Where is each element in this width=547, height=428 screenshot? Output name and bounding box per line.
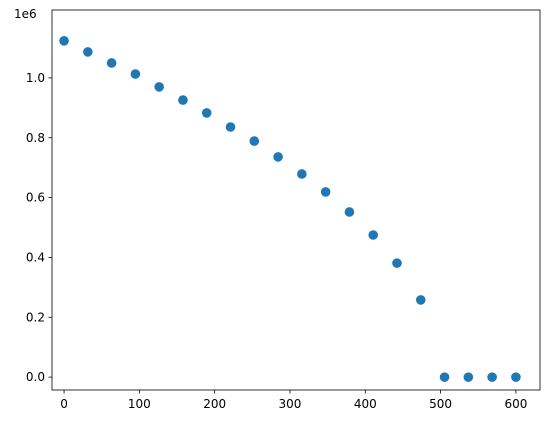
point <box>297 169 307 179</box>
x-tick-label: 0 <box>60 397 68 411</box>
point <box>83 47 93 57</box>
y-tick-label: 0.2 <box>26 310 45 324</box>
x-tick-label: 100 <box>128 397 151 411</box>
y-tick-label: 0.6 <box>26 191 45 205</box>
x-tick-label: 200 <box>203 397 226 411</box>
y-tick-label: 1.0 <box>26 71 45 85</box>
point <box>320 187 331 197</box>
point <box>106 58 117 68</box>
point <box>130 69 141 79</box>
axes-frame <box>51 9 541 391</box>
x-tick-label: 500 <box>429 397 452 411</box>
point <box>392 258 402 268</box>
y-tick-label: 0.0 <box>26 370 45 384</box>
point <box>463 372 474 382</box>
point <box>439 372 450 382</box>
point <box>225 122 236 132</box>
y-tick-label: 0.4 <box>26 250 45 264</box>
y-tick-label: 0.8 <box>26 131 45 145</box>
x-tick-label: 300 <box>279 397 302 411</box>
point <box>487 372 497 382</box>
point <box>154 82 164 92</box>
point <box>59 36 69 46</box>
point <box>344 207 355 217</box>
y-offset-label: 1e6 <box>14 7 37 21</box>
x-tick-label: 600 <box>504 397 527 411</box>
point <box>249 136 260 146</box>
point <box>178 95 188 105</box>
point <box>368 230 379 240</box>
point <box>201 108 212 118</box>
point <box>273 152 283 162</box>
point <box>415 295 426 305</box>
point <box>511 372 521 382</box>
x-tick-label: 400 <box>354 397 377 411</box>
